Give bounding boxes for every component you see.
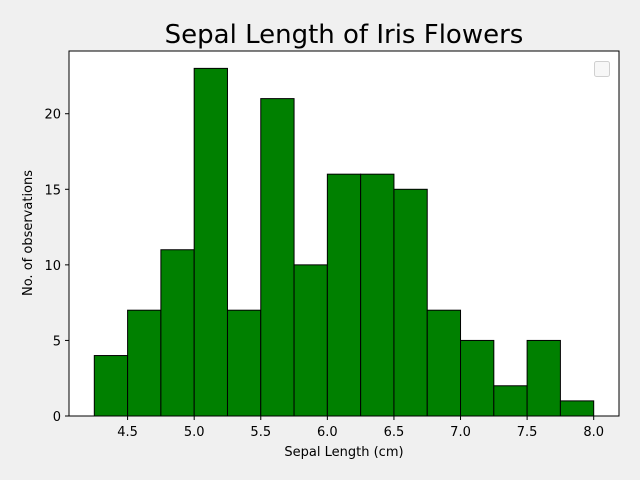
histogram-bar — [93, 355, 129, 417]
histogram-bar — [127, 309, 162, 417]
x-axis-ticks: 4.5 5.0 5.5 6.0 6.5 7.0 7.5 8.0 — [117, 416, 604, 440]
y-tick-label: 15 — [44, 183, 61, 198]
histogram-bar — [160, 249, 195, 417]
histogram-bar — [193, 67, 228, 417]
y-axis-label: No. of observations — [21, 170, 36, 296]
x-tick-label: 6.0 — [317, 425, 338, 440]
y-tick-label: 5 — [53, 334, 61, 349]
x-tick-label: 4.5 — [117, 425, 138, 440]
x-axis-label: Sepal Length (cm) — [284, 445, 403, 460]
bars-group — [93, 67, 595, 417]
y-axis-ticks: 0 5 10 15 20 — [44, 108, 69, 425]
plot-frame — [68, 50, 620, 417]
histogram-bar — [360, 173, 395, 417]
x-tick-label: 5.5 — [250, 425, 271, 440]
histogram-bar — [460, 339, 495, 417]
histogram-bar — [426, 309, 462, 417]
y-tick-label: 20 — [44, 108, 61, 123]
x-tick-label: 7.0 — [450, 425, 471, 440]
y-tick-label: 0 — [53, 410, 61, 425]
histogram-bar — [293, 264, 328, 417]
x-tick-label: 7.5 — [517, 425, 538, 440]
histogram-bar — [393, 188, 428, 417]
histogram-bar — [526, 339, 561, 417]
legend-box — [594, 61, 610, 77]
x-tick-label: 5.0 — [184, 425, 205, 440]
histogram-bar — [260, 98, 295, 417]
x-tick-label: 8.0 — [583, 425, 604, 440]
y-tick-label: 10 — [44, 259, 61, 274]
histogram-bar — [326, 173, 362, 417]
histogram-bar — [559, 400, 595, 417]
histogram-bar — [226, 309, 262, 417]
histogram-bar — [493, 385, 528, 417]
x-tick-label: 6.5 — [384, 425, 405, 440]
chart-title: Sepal Length of Iris Flowers — [165, 20, 524, 50]
